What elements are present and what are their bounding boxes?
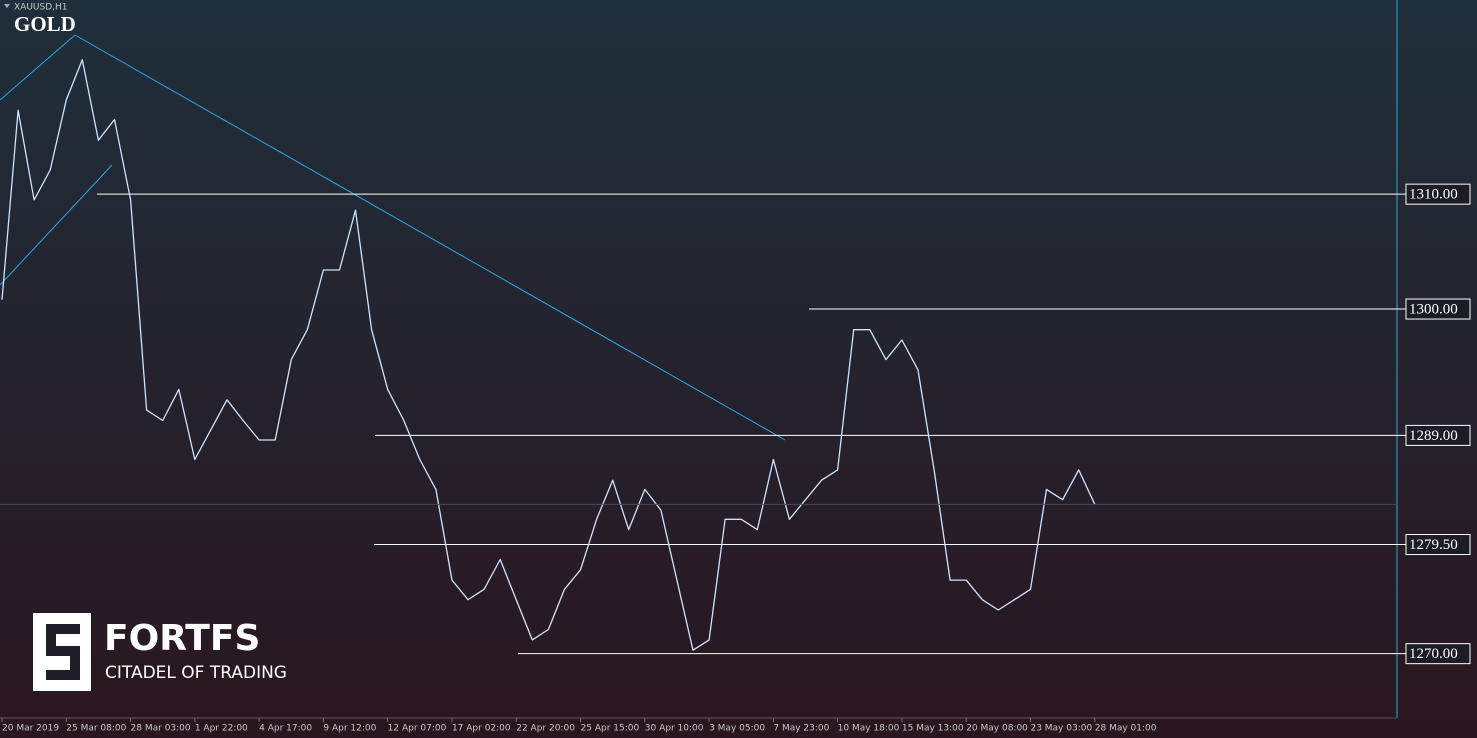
trend-line — [74, 34, 786, 441]
dropdown-icon — [4, 4, 10, 8]
chart-title: GOLD — [14, 12, 76, 36]
y-tick-box — [1405, 298, 1471, 320]
channel-line — [0, 34, 76, 101]
x-tick-label: 25 Mar 08:00 — [66, 724, 126, 734]
x-tick-label: 23 May 03:00 — [1030, 724, 1092, 734]
logo: FORTFS CITADEL OF TRADING — [33, 613, 287, 691]
logo-glyph — [46, 624, 80, 680]
x-tick-label: 30 Apr 10:00 — [645, 724, 704, 734]
y-tick-box — [1405, 643, 1471, 665]
y-tick-box — [1405, 534, 1471, 556]
brand-name: FORTFS — [104, 618, 260, 659]
brand-tagline: CITADEL OF TRADING — [105, 663, 287, 683]
y-tick-label: 1310.00 — [1409, 187, 1458, 203]
y-tick-label: 1300.00 — [1409, 301, 1458, 317]
price-line — [1, 59, 1096, 651]
y-tick-label: 1279.50 — [1409, 537, 1458, 553]
y-tick-label: 1289.00 — [1409, 428, 1458, 444]
x-tick-label: 1 Apr 22:00 — [195, 724, 248, 734]
x-tick-label: 28 May 01:00 — [1095, 724, 1157, 734]
x-tick-label: 7 May 23:00 — [773, 724, 829, 734]
y-tick-box — [1405, 183, 1471, 205]
y-tick-label: 1270.00 — [1409, 646, 1458, 662]
x-tick-label: 28 Mar 03:00 — [131, 724, 191, 734]
x-tick-label: 15 May 13:00 — [902, 724, 964, 734]
channel-line — [0, 164, 113, 286]
x-tick-label: 20 May 08:00 — [966, 724, 1028, 734]
x-tick-label: 12 Apr 07:00 — [388, 724, 447, 734]
x-tick-label: 20 Mar 2019 — [2, 724, 59, 734]
chart-header: XAUUSD,H1 GOLD — [4, 3, 76, 36]
x-tick-label: 25 Apr 15:00 — [581, 724, 640, 734]
x-tick-label: 4 Apr 17:00 — [259, 724, 312, 734]
x-tick-label: 9 Apr 12:00 — [323, 724, 376, 734]
x-tick-label: 22 Apr 20:00 — [516, 724, 575, 734]
x-tick-label: 17 Apr 02:00 — [452, 724, 511, 734]
symbol-label: XAUUSD,H1 — [14, 3, 68, 13]
x-tick-label: 3 May 05:00 — [709, 724, 765, 734]
x-tick-label: 10 May 18:00 — [838, 724, 900, 734]
y-tick-box — [1405, 424, 1471, 446]
